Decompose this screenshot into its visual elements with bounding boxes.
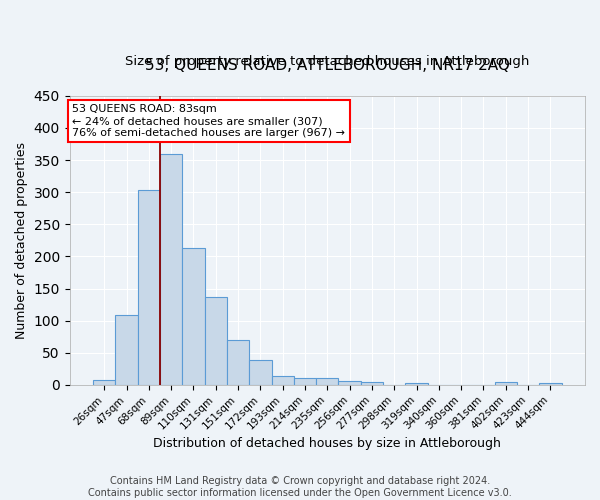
Bar xyxy=(316,378,338,385)
Text: 53, QUEENS ROAD, ATTLEBOROUGH, NR17 2AQ: 53, QUEENS ROAD, ATTLEBOROUGH, NR17 2AQ xyxy=(145,58,510,72)
Bar xyxy=(406,383,428,385)
Bar xyxy=(160,154,182,385)
Bar xyxy=(361,382,383,385)
Bar xyxy=(338,381,361,385)
Text: Contains HM Land Registry data © Crown copyright and database right 2024.
Contai: Contains HM Land Registry data © Crown c… xyxy=(88,476,512,498)
Bar xyxy=(272,376,294,385)
Bar xyxy=(494,382,517,385)
Title: Size of property relative to detached houses in Attleborough: Size of property relative to detached ho… xyxy=(125,55,530,68)
Bar xyxy=(227,340,249,385)
Y-axis label: Number of detached properties: Number of detached properties xyxy=(15,142,28,339)
Bar xyxy=(249,360,272,385)
X-axis label: Distribution of detached houses by size in Attleborough: Distribution of detached houses by size … xyxy=(154,437,501,450)
Bar xyxy=(115,316,137,385)
Bar xyxy=(137,190,160,385)
Text: 53 QUEENS ROAD: 83sqm
← 24% of detached houses are smaller (307)
76% of semi-det: 53 QUEENS ROAD: 83sqm ← 24% of detached … xyxy=(72,104,345,138)
Bar xyxy=(93,380,115,385)
Bar xyxy=(294,378,316,385)
Bar xyxy=(182,248,205,385)
Bar xyxy=(205,297,227,385)
Bar xyxy=(539,383,562,385)
